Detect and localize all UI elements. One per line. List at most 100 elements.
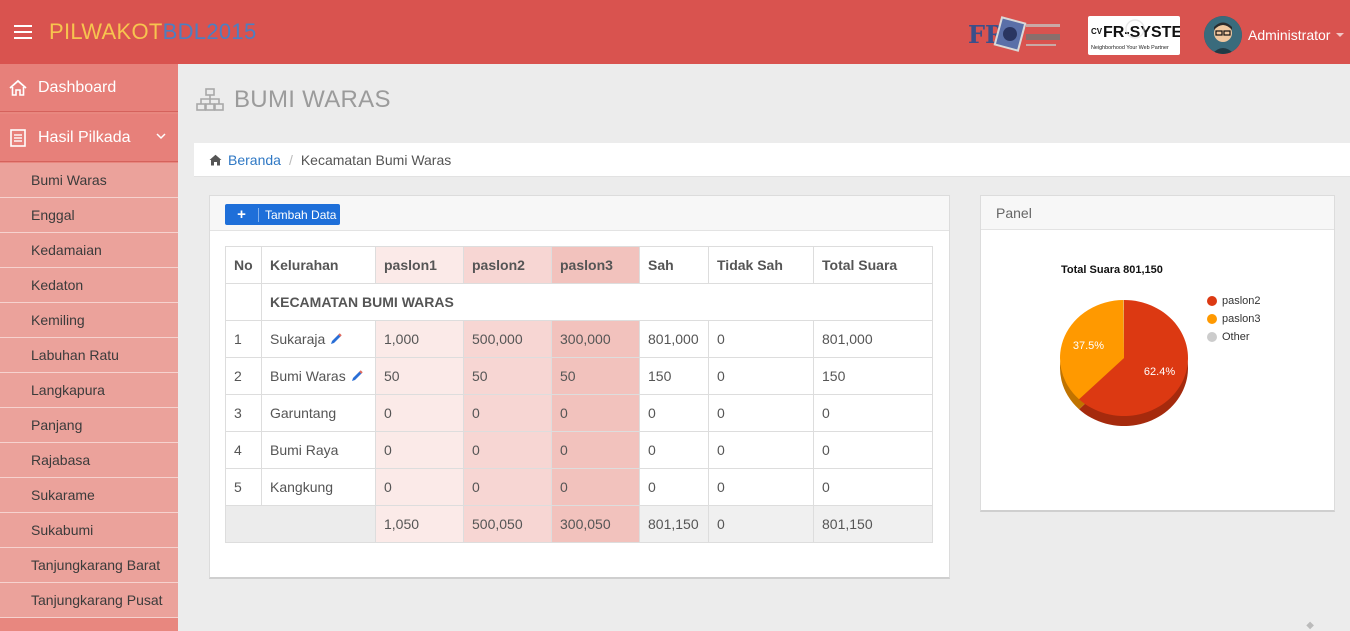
legend-swatch <box>1207 296 1217 306</box>
table-row: 2 Bumi Waras 50 50 50 150 0 150 <box>225 357 933 395</box>
cell-no: 5 <box>225 468 262 506</box>
cell-total-suara: 0 <box>813 431 933 469</box>
table-cell <box>225 283 262 321</box>
page-title: BUMI WARAS <box>196 86 391 114</box>
cell-paslon2: 0 <box>463 431 552 469</box>
pie-slice-paslon2[interactable] <box>1079 300 1188 416</box>
cell-tidak-sah: 0 <box>708 320 814 358</box>
table-group-row: KECAMATAN BUMI WARAS <box>225 283 933 321</box>
cell-tidak-sah: 0 <box>708 357 814 395</box>
top-navbar: PILWAKOTBDL2015 FR CV FR-SYSTEM Neighbor… <box>0 0 1350 64</box>
cell-no: 4 <box>225 431 262 469</box>
add-data-label: Tambah Data <box>265 207 337 222</box>
add-data-button[interactable]: + Tambah Data <box>225 204 340 225</box>
cell-sah: 0 <box>639 431 709 469</box>
breadcrumb-separator: / <box>288 151 293 168</box>
cell-tidak-sah: 0 <box>708 431 814 469</box>
cell-sah: 801,000 <box>639 320 709 358</box>
sidebar-subitem[interactable]: Langkapura <box>0 373 178 408</box>
cell-paslon2: 0 <box>463 394 552 432</box>
cell-paslon3: 0 <box>551 468 640 506</box>
cell-kelurahan: Garuntang <box>261 394 376 432</box>
app-brand[interactable]: PILWAKOTBDL2015 <box>49 19 256 45</box>
sidebar-subitem[interactable]: Enggal <box>0 198 178 233</box>
cell-total-suara: 0 <box>813 394 933 432</box>
column-header-tidak-sah: Tidak Sah <box>708 246 814 284</box>
legend-item: paslon2 <box>1207 292 1261 310</box>
table-row: 5 Kangkung 0 0 0 0 0 0 <box>225 468 933 506</box>
brand-part2: BDL2015 <box>162 19 257 44</box>
cell-sah: 150 <box>639 357 709 395</box>
cell-paslon1: 50 <box>375 357 464 395</box>
breadcrumb-home-link[interactable]: Beranda <box>228 151 281 168</box>
cell-paslon3: 300,000 <box>551 320 640 358</box>
table-row: 4 Bumi Raya 0 0 0 0 0 0 <box>225 431 933 469</box>
total-paslon1: 1,050 <box>375 505 464 543</box>
cell-paslon3: 0 <box>551 394 640 432</box>
results-panel: + Tambah Data No Kelurahan paslon1 paslo… <box>209 195 950 579</box>
sidebar-item-label: Dashboard <box>38 78 117 96</box>
total-sah: 801,150 <box>639 505 709 543</box>
legend-label: paslon2 <box>1222 295 1261 307</box>
document-icon <box>10 128 26 147</box>
legend-swatch <box>1207 332 1217 342</box>
scroll-indicator-icon: ◆ <box>1306 620 1314 631</box>
column-header-kelurahan: Kelurahan <box>261 246 376 284</box>
column-header-paslon2: paslon2 <box>463 246 552 284</box>
avatar <box>1204 16 1242 54</box>
brand-part1: PILWAKOT <box>49 19 163 44</box>
pie-data-label-paslon3: 37.5% <box>1073 340 1104 352</box>
sidebar-item-hasil-pilkada[interactable]: Hasil Pilkada <box>0 114 178 162</box>
sidebar-item-dashboard[interactable]: Dashboard <box>0 64 178 112</box>
cell-kelurahan: Sukaraja <box>261 320 376 358</box>
results-table: No Kelurahan paslon1 paslon2 paslon3 Sah… <box>225 246 933 543</box>
cv-fr-system-logo: CV FR-SYSTEM Neighborhood Your Web Partn… <box>1088 16 1195 55</box>
cell-paslon1: 0 <box>375 394 464 432</box>
legend-item: paslon3 <box>1207 310 1261 328</box>
total-tidak-sah: 0 <box>708 505 814 543</box>
legend-label: paslon3 <box>1222 313 1261 325</box>
table-header-row: No Kelurahan paslon1 paslon2 paslon3 Sah… <box>225 246 933 284</box>
cell-tidak-sah: 0 <box>708 468 814 506</box>
cell-paslon3: 0 <box>551 431 640 469</box>
sidebar-subitem[interactable]: Bumi Waras <box>0 163 178 198</box>
svg-text:CV: CV <box>1091 27 1103 36</box>
sidebar-subitem[interactable]: Sukabumi <box>0 513 178 548</box>
sidebar-subitem[interactable]: Panjang <box>0 408 178 443</box>
pie-slice-paslon3[interactable] <box>1060 300 1124 400</box>
user-menu[interactable]: Administrator <box>1204 15 1345 55</box>
cell-total-suara: 0 <box>813 468 933 506</box>
total-paslon3: 300,050 <box>551 505 640 543</box>
page-title-text: BUMI WARAS <box>234 86 391 113</box>
kelurahan-name: Sukaraja <box>270 331 326 347</box>
cell-tidak-sah: 0 <box>708 394 814 432</box>
cell-no: 1 <box>225 320 262 358</box>
caret-down-icon <box>1336 33 1345 37</box>
column-header-paslon1: paslon1 <box>375 246 464 284</box>
chart-panel: Panel Total Suara 801,150 62.4% 37.5% pas… <box>980 195 1335 512</box>
results-panel-header: + Tambah Data <box>210 196 949 231</box>
sidebar-subitem[interactable]: Tanjungkarang Pusat <box>0 583 178 618</box>
chevron-down-icon <box>156 133 166 140</box>
sidebar-subitem[interactable]: Kedaton <box>0 268 178 303</box>
plus-icon: + <box>225 207 259 222</box>
sidebar-subitem[interactable]: Labuhan Ratu <box>0 338 178 373</box>
cell-paslon3: 50 <box>551 357 640 395</box>
sidebar-subitem[interactable]: Kedamaian <box>0 233 178 268</box>
column-header-no: No <box>225 246 262 284</box>
legend-label: Other <box>1222 331 1250 343</box>
cell-paslon2: 500,000 <box>463 320 552 358</box>
pencil-edit-icon[interactable] <box>350 369 364 383</box>
chart-panel-title: Panel <box>981 196 1334 230</box>
total-suara: 801,150 <box>813 505 933 543</box>
sidebar-item-label: Hasil Pilkada <box>38 128 131 146</box>
kelurahan-name: Bumi Waras <box>270 368 346 384</box>
sidebar-subitem[interactable]: Sukarame <box>0 478 178 513</box>
pencil-edit-icon[interactable] <box>329 332 343 346</box>
cell-no: 2 <box>225 357 262 395</box>
sidebar-subitem[interactable]: Kemiling <box>0 303 178 338</box>
logo2-text: FR-SYSTEM <box>1103 24 1180 41</box>
hamburger-menu-icon[interactable] <box>14 22 32 42</box>
sidebar-subitem[interactable]: Rajabasa <box>0 443 178 478</box>
sidebar-subitem[interactable]: Tanjungkarang Barat <box>0 548 178 583</box>
